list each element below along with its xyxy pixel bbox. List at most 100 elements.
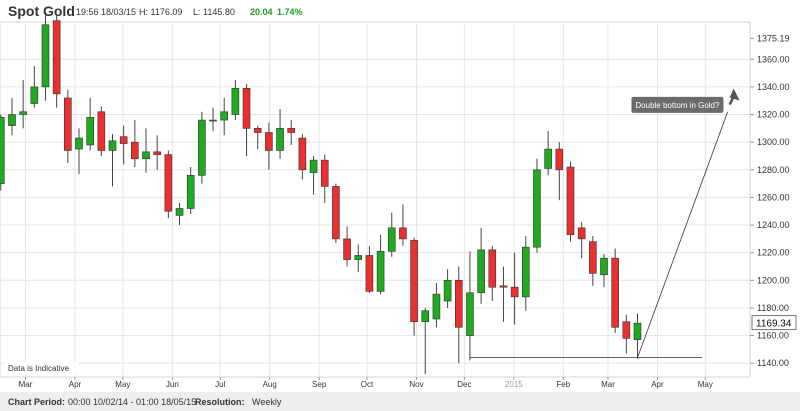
candle-body-down (242, 88, 251, 129)
x-tick-label: Apr (69, 380, 82, 389)
candle (8, 97, 16, 136)
last-price-tag: 1169.34 (751, 315, 797, 331)
candle-body-down (510, 286, 519, 298)
candle (555, 142, 564, 201)
x-tick-label: 2015 (505, 380, 523, 389)
header-change-pct: 1.74% (277, 7, 303, 17)
candle-body-up (387, 227, 396, 252)
candle-body-up (41, 24, 50, 88)
candle-body-down (365, 255, 374, 292)
candle (75, 128, 83, 174)
candle-body-up (309, 159, 318, 173)
header-low: L: 1145.80 (193, 7, 235, 17)
candle (108, 133, 117, 187)
candle (287, 120, 296, 145)
footer-bar (0, 392, 800, 411)
candle (354, 244, 363, 273)
candle-body-down (589, 241, 597, 274)
candle (432, 283, 441, 328)
candle (186, 167, 195, 215)
x-tick-label: Mar (19, 380, 33, 389)
callout: Double bottom in Gold? (631, 96, 724, 113)
x-tick-label: Nov (409, 380, 423, 389)
chart-period-value: 00:00 10/02/14 - 01:00 18/05/15 (68, 397, 196, 407)
candle-body-down (566, 166, 575, 236)
candle-body-down (97, 111, 106, 151)
x-tick-label: Feb (556, 380, 570, 389)
candles (0, 15, 642, 375)
x-tick-label: Sep (312, 380, 327, 389)
last-price-label: 1169.34 (756, 319, 792, 330)
candle-body-down (499, 285, 508, 288)
candle (421, 307, 430, 375)
plot-area (0, 21, 751, 378)
candle-body-up (86, 117, 94, 146)
candle (633, 313, 642, 360)
candle (209, 107, 217, 132)
candle-body-down (555, 148, 564, 171)
candle (153, 135, 161, 170)
candle-body-up (175, 208, 184, 216)
y-tick-label: 1180.00 (757, 303, 789, 313)
candle-body-down (298, 137, 307, 171)
annotations: Double bottom in Gold? (469, 88, 740, 359)
candle-body-down (52, 20, 61, 95)
y-tick-label: 1200.00 (757, 275, 790, 285)
candle (600, 254, 608, 288)
candle-body-down (287, 128, 296, 133)
candle-body-up (108, 140, 117, 151)
candle-body-up (376, 250, 385, 292)
candle (365, 245, 374, 293)
candle (454, 266, 463, 364)
candle-body-down (164, 154, 173, 212)
candle (119, 125, 128, 165)
candle (41, 15, 50, 101)
candle (499, 266, 508, 322)
candle (64, 89, 72, 163)
x-tick-label: Jun (166, 380, 179, 389)
x-tick-label: Oct (361, 380, 374, 389)
candle (488, 245, 497, 302)
candle-body-up (533, 169, 541, 248)
x-axis: Mar Apr May Jun Jul Aug Sep Oct Nov Dec 2015 Feb Mar… (19, 377, 713, 389)
y-tick-label: 1260.00 (757, 192, 790, 202)
candle (0, 114, 5, 191)
note-bg (4, 362, 78, 374)
candle (466, 251, 474, 361)
candle (387, 212, 396, 257)
candle (253, 125, 262, 150)
y-tick-label: 1220.00 (757, 248, 790, 258)
candle-body-up (600, 257, 608, 276)
chart-period-label: Chart Period: (8, 397, 65, 407)
x-tick-label: Mar (601, 380, 615, 389)
candle (544, 131, 552, 176)
y-tick-label: 1340.00 (757, 82, 790, 92)
x-tick-label: Aug (263, 380, 277, 389)
candle (142, 128, 150, 173)
candle-body-down (153, 151, 161, 155)
candle (521, 236, 530, 311)
candle (611, 248, 619, 333)
candle (477, 227, 485, 304)
candle (589, 236, 597, 286)
data-note: Data is Indicative (8, 364, 69, 373)
x-tick-label: May (115, 380, 130, 389)
candle (566, 161, 575, 242)
grid (0, 22, 750, 377)
candle-body-down (410, 239, 418, 323)
candle-body-down (320, 159, 329, 187)
chart-title: Spot Gold (8, 3, 75, 19)
candle (577, 222, 586, 259)
candle (533, 158, 541, 253)
candle-body-down (131, 141, 139, 160)
arrow-shaft (728, 94, 736, 106)
candle-body-down (343, 238, 351, 260)
candle (332, 183, 340, 244)
y-axis: 1140.00 1160.00 1180.00 1200.00 1220.00 1240.… (750, 33, 797, 368)
y-tick-label: 1300.00 (757, 137, 790, 147)
y-tick-label: 1320.00 (757, 110, 790, 120)
candle (220, 97, 229, 136)
candle-body-up (30, 86, 39, 104)
y-tick-label: 1240.00 (757, 220, 790, 230)
